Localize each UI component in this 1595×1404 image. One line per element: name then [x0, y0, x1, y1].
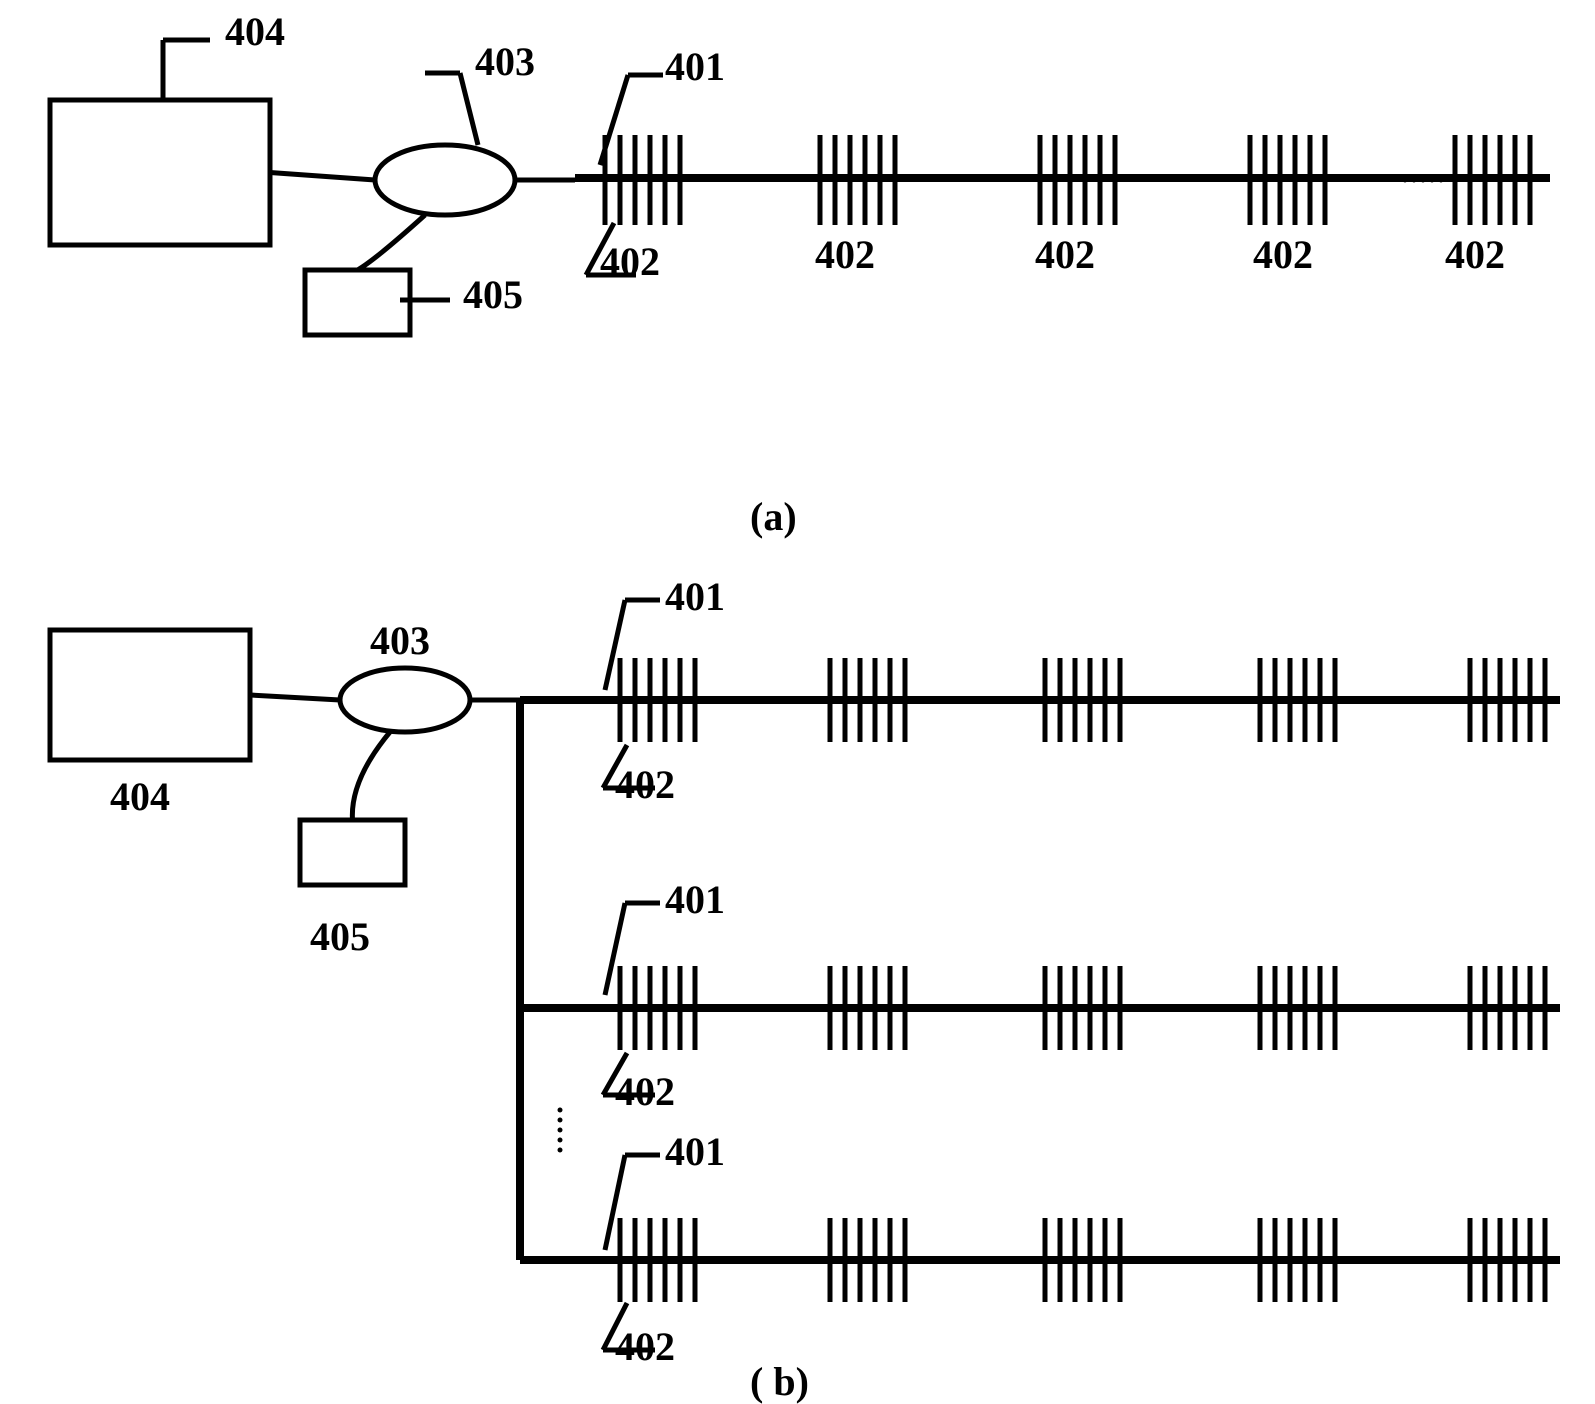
svg-text:( b): ( b): [750, 1359, 809, 1404]
svg-text:404: 404: [110, 774, 170, 819]
svg-text:402: 402: [1445, 232, 1505, 277]
svg-text:402: 402: [1035, 232, 1095, 277]
svg-text:402: 402: [815, 232, 875, 277]
svg-text:403: 403: [370, 618, 430, 663]
svg-text:401: 401: [665, 44, 725, 89]
svg-text:405: 405: [310, 914, 370, 959]
svg-text:401: 401: [665, 877, 725, 922]
svg-text:401: 401: [665, 1129, 725, 1174]
svg-text:402: 402: [615, 1069, 675, 1114]
svg-text:(a): (a): [750, 494, 797, 539]
svg-text:402: 402: [600, 239, 660, 284]
svg-text:402: 402: [1253, 232, 1313, 277]
svg-text:401: 401: [665, 574, 725, 619]
svg-text:403: 403: [475, 39, 535, 84]
svg-text:405: 405: [463, 272, 523, 317]
svg-text:404: 404: [225, 9, 285, 54]
schematic-diagram: 404 403 401 402 402 402 402 402 405 (a) 404 403 405 4…: [0, 0, 1595, 1404]
svg-text:402: 402: [615, 1324, 675, 1369]
svg-text:402: 402: [615, 762, 675, 807]
